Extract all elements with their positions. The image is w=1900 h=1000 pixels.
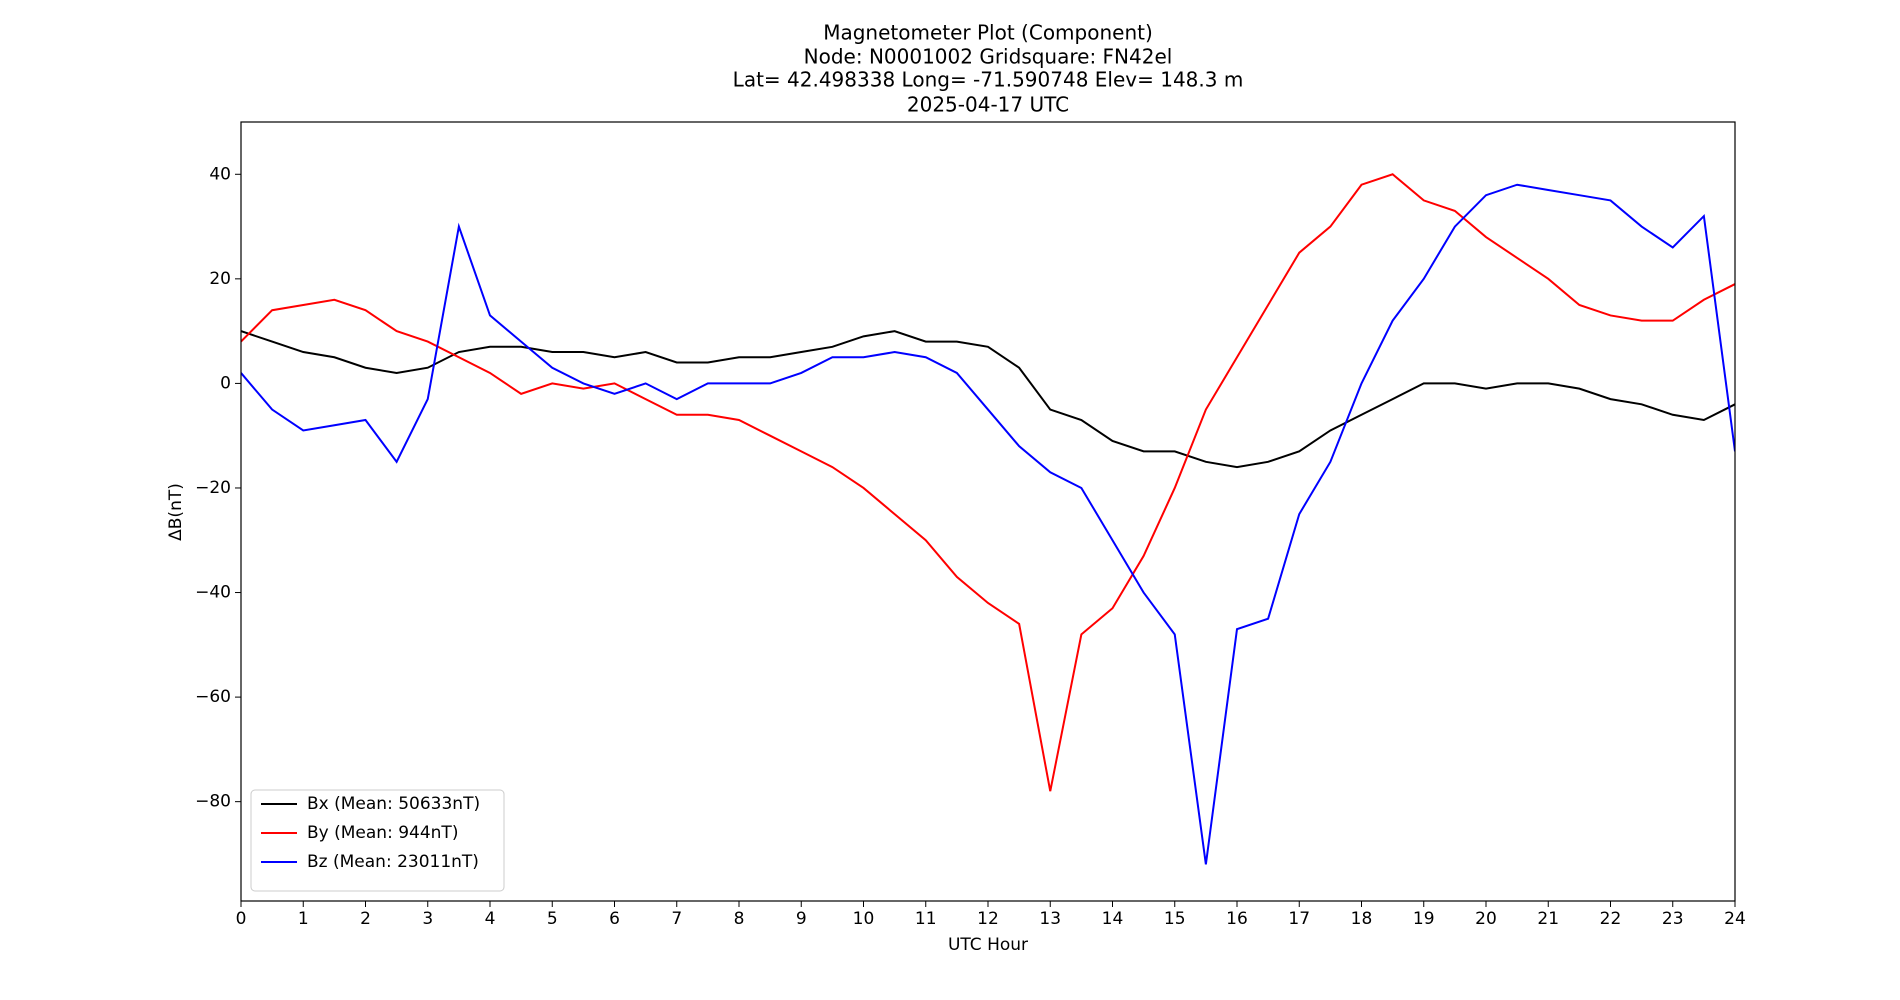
x-tick-label: 15 <box>1164 909 1186 929</box>
y-tick-label: −80 <box>195 792 231 812</box>
x-tick-label: 21 <box>1537 909 1559 929</box>
x-tick-label: 3 <box>422 909 433 929</box>
data-line <box>241 183 1735 865</box>
x-tick-label: 24 <box>1724 909 1746 929</box>
y-tick-label: −20 <box>195 478 231 498</box>
x-tick-label: 22 <box>1600 909 1622 929</box>
x-tick-label: 4 <box>485 909 496 929</box>
x-tick-label: 19 <box>1413 909 1435 929</box>
x-tick-label: 8 <box>734 909 745 929</box>
x-tick-label: 10 <box>853 909 875 929</box>
y-axis-label: ΔB(nT) <box>166 483 186 541</box>
y-tick-label: −60 <box>195 687 231 707</box>
legend-label: Bx (Mean: 50633nT) <box>307 794 480 814</box>
x-tick-label: 14 <box>1102 909 1124 929</box>
y-tick-label: −40 <box>195 583 231 603</box>
x-tick-label: 7 <box>671 909 682 929</box>
x-tick-label: 11 <box>915 909 937 929</box>
x-tick-label: 23 <box>1662 909 1684 929</box>
x-tick-label: 6 <box>609 909 620 929</box>
y-tick-label: 40 <box>209 164 231 184</box>
x-tick-label: 1 <box>298 909 309 929</box>
x-tick-label: 9 <box>796 909 807 929</box>
legend-label: By (Mean: 944nT) <box>307 823 458 843</box>
plot-frame <box>240 121 1736 902</box>
chart-subtitle: Node: N0001002 Gridsquare: FN42el <box>804 45 1173 69</box>
data-line <box>241 330 1735 469</box>
y-tick-label: 0 <box>220 373 231 393</box>
y-tick-label: 20 <box>209 269 231 289</box>
chart-title: Magnetometer Plot (Component) <box>823 21 1153 45</box>
chart-subtitle: 2025-04-17 UTC <box>907 93 1069 117</box>
x-tick-label: 0 <box>236 909 247 929</box>
legend-box <box>250 789 505 892</box>
x-tick-label: 12 <box>977 909 999 929</box>
x-tick-label: 16 <box>1226 909 1248 929</box>
x-axis-label: UTC Hour <box>948 935 1028 955</box>
data-line <box>241 173 1735 792</box>
x-tick-label: 13 <box>1039 909 1061 929</box>
x-tick-label: 2 <box>360 909 371 929</box>
x-tick-label: 20 <box>1475 909 1497 929</box>
chart-subtitle: Lat= 42.498338 Long= -71.590748 Elev= 14… <box>733 68 1244 92</box>
x-tick-label: 5 <box>547 909 558 929</box>
x-tick-label: 17 <box>1288 909 1310 929</box>
legend-label: Bz (Mean: 23011nT) <box>307 852 479 872</box>
x-tick-label: 18 <box>1351 909 1373 929</box>
